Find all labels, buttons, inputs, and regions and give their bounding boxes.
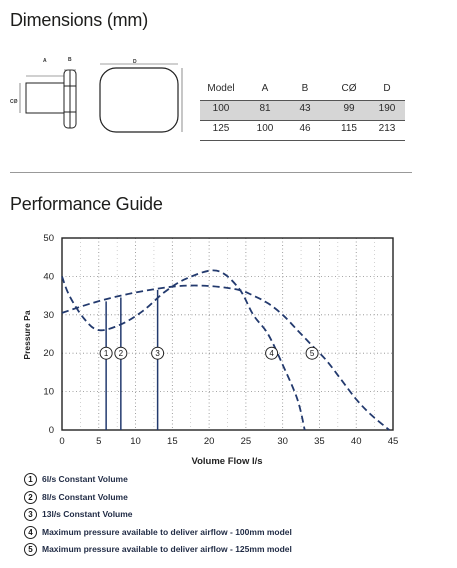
table-header-cell: B [301, 83, 309, 94]
legend-number: 2 [24, 490, 37, 504]
performance-heading: Performance Guide [10, 194, 163, 214]
table-row: 100 81 43 99 190 [200, 100, 405, 120]
dimensions-heading: Dimensions (mm) [10, 10, 149, 30]
performance-curve-4 [61, 269, 306, 431]
table-cell: 43 [299, 103, 311, 114]
plot-frame [61, 237, 394, 431]
y-tick-label: 10 [43, 387, 54, 398]
table-cell: 99 [343, 103, 355, 114]
x-tick-label: 0 [59, 436, 64, 447]
section-divider [10, 172, 412, 173]
marker-label-3: 3 [155, 349, 160, 358]
legend-item: 1 6l/s Constant Volume [24, 473, 354, 489]
table-header-cell: A [261, 83, 269, 94]
table-cell: 213 [378, 123, 396, 134]
table-header-row: Model A B CØ D [200, 80, 405, 100]
dim-label-d: D [133, 59, 137, 65]
dim-label-c: CØ [10, 99, 18, 105]
marker-circle-5 [305, 346, 319, 360]
x-tick-label: 15 [167, 436, 178, 447]
x-tick-label: 35 [314, 436, 325, 447]
y-tick-label: 20 [43, 348, 54, 359]
y-tick-label: 40 [43, 271, 54, 282]
table-cell: 115 [341, 123, 357, 134]
marker-circle-2 [114, 346, 128, 360]
x-tick-label: 45 [388, 436, 399, 447]
x-tick-label: 5 [96, 436, 101, 447]
table-cell: 100 [212, 103, 230, 114]
y-tick-label: 30 [43, 310, 54, 321]
legend-text: 13l/s Constant Volume [42, 509, 133, 519]
table-row: 125 100 46 115 213 [200, 120, 405, 140]
x-tick-label: 40 [351, 436, 362, 447]
y-axis-label: Pressure Pa [22, 310, 32, 359]
table-divider [200, 120, 405, 121]
marker-circle-1 [99, 346, 113, 360]
x-tick-label: 25 [241, 436, 252, 447]
table-header-cell: CØ [341, 83, 357, 94]
table-cell: 125 [212, 123, 230, 134]
marker-label-1: 1 [104, 349, 109, 358]
legend-text: Maximum pressure available to deliver ai… [42, 526, 292, 537]
marker-label-5: 5 [310, 349, 315, 358]
legend-item: 4 Maximum pressure available to deliver a… [24, 525, 354, 542]
x-tick-label: 20 [204, 436, 215, 447]
table-header-cell: D [383, 83, 391, 94]
legend-text: 8l/s Constant Volume [42, 491, 128, 502]
x-axis-label: Volume Flow l/s [191, 456, 262, 467]
y-tick-label: 50 [43, 233, 54, 244]
fan-dimension-drawing [19, 63, 183, 133]
legend-text: Maximum pressure available to deliver ai… [42, 544, 292, 554]
legend-number: 4 [24, 525, 37, 539]
legend-number: 5 [24, 543, 37, 556]
table-cell: 81 [259, 103, 271, 114]
table-cell: 100 [256, 123, 274, 134]
legend-number: 3 [24, 508, 37, 521]
marker-circle-3 [151, 346, 165, 360]
y-tick-label: 0 [49, 425, 54, 436]
legend-number: 1 [24, 473, 37, 486]
legend-item: 5 Maximum pressure available to deliver a… [24, 543, 354, 559]
marker-circle-4 [265, 346, 279, 360]
legend-item: 2 8l/s Constant Volume [24, 490, 354, 507]
table-cell: 46 [299, 123, 311, 134]
x-tick-label: 10 [130, 436, 141, 447]
table-cell: 190 [378, 103, 396, 114]
legend-text: 6l/s Constant Volume [42, 474, 128, 484]
side-view-drawing [25, 69, 77, 129]
table-divider [200, 140, 405, 141]
front-view-drawing [99, 67, 179, 133]
marker-label-4: 4 [269, 349, 274, 358]
x-tick-label: 30 [277, 436, 288, 447]
dim-label-a: A [43, 58, 47, 64]
marker-label-2: 2 [119, 349, 124, 358]
performance-curve-5 [61, 284, 390, 431]
table-divider [200, 100, 405, 101]
table-header-cell: Model [207, 83, 235, 94]
dim-label-b: B [68, 57, 72, 63]
legend-item: 3 13l/s Constant Volume [24, 508, 354, 524]
